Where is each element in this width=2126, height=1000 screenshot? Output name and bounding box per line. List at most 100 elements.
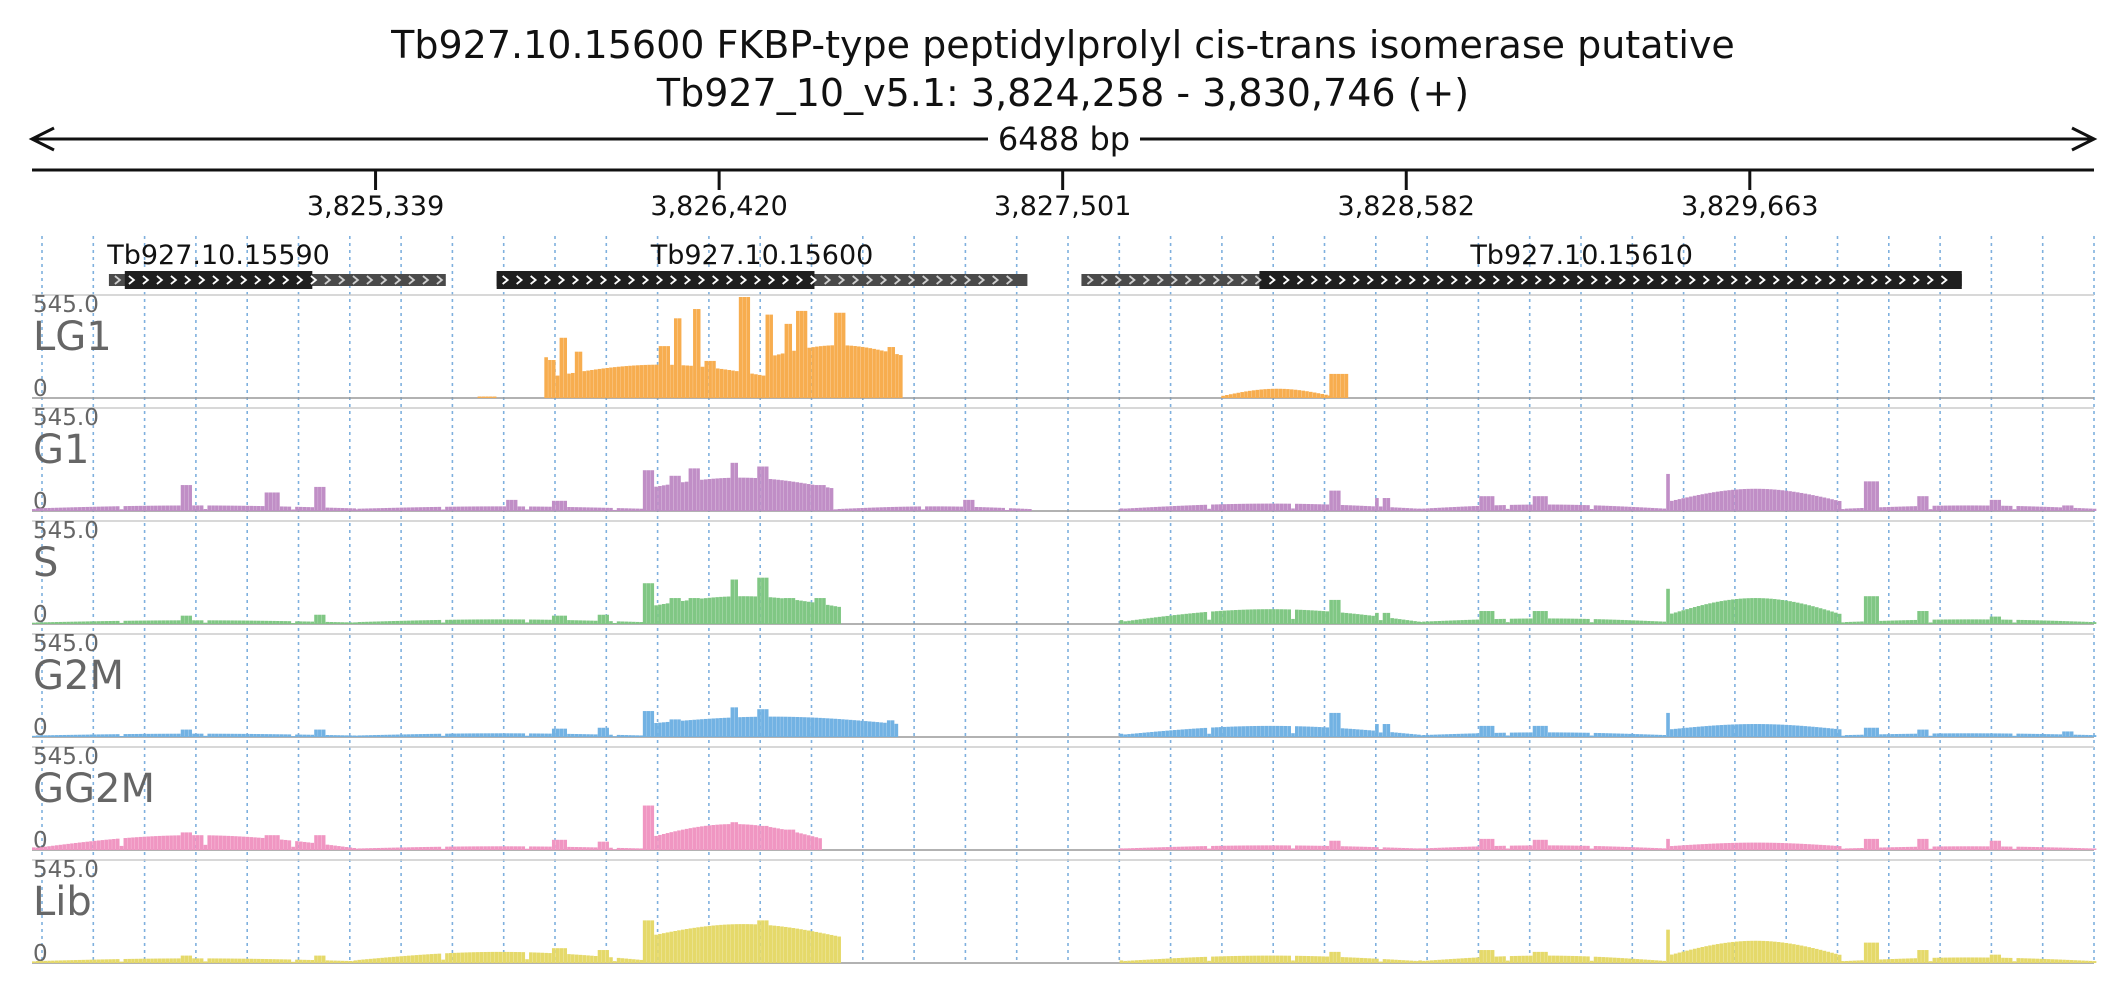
coverage-bar [485,396,489,398]
coverage-bar [665,932,670,963]
coverage-bar [494,733,499,737]
chevron-icon [1282,275,1290,285]
coverage-bar [100,959,105,963]
coverage-bar [1723,942,1728,963]
coverage-bar [1863,942,1868,963]
coverage-bar [1371,958,1375,963]
coverage-bar [1882,620,1887,624]
coverage-bar [1460,506,1464,511]
arrowhead-left-icon [28,126,55,152]
coverage-bar [487,506,491,511]
coverage-bar [1757,488,1762,511]
coverage-bar [1940,619,1944,624]
chevron-icon [422,275,430,285]
coverage-bar [1792,725,1796,737]
gene-Tb927.10.15600[interactable]: Tb927.10.15600 [496,240,1028,289]
coverage-bar [468,846,472,850]
coverage-bar [555,948,560,963]
coverage-bar [1268,725,1272,737]
coverage-bar [1898,620,1902,624]
coverage-bar [1993,499,1998,511]
coverage-bar [567,373,571,398]
coverage-bar [1203,956,1208,963]
coverage-bar [54,507,59,511]
chevron-icon [628,275,636,285]
coverage-bar [536,619,541,624]
coverage-bar [1532,839,1537,850]
coverage-bar [1207,960,1211,963]
coverage-bar [1422,960,1426,963]
coverage-bar [1586,732,1590,737]
coverage-bar [395,620,400,624]
coverage-bar [1359,505,1364,511]
coverage-bar [536,733,541,737]
coverage-bar [173,620,177,624]
coverage-bar [192,505,196,511]
coverage-bar [795,832,800,850]
coverage-bar [1593,956,1598,963]
coverage-bar [1418,960,1422,963]
chevron-icon [1828,275,1836,285]
coverage-bar [264,734,269,737]
coverage-bar [283,506,288,511]
coverage-bar [803,834,807,850]
coverage-bar [1211,504,1215,511]
coverage-bar [1909,733,1914,737]
coverage-bar [1405,960,1410,963]
coverage-bar [665,833,670,850]
coverage-bar [241,958,246,963]
chevron-icon [1562,275,1570,285]
coverage-bar [1689,608,1693,624]
chevron-icon [1926,275,1934,285]
coverage-bar [1982,505,1986,511]
coverage-bar [1624,846,1628,850]
coverage-bar [795,482,800,511]
chevron-icon [1520,275,1528,285]
coverage-bar [207,835,212,850]
coverage-bar [1150,507,1154,511]
coverage-bar [612,509,617,511]
coverage-bar [51,845,55,850]
coverage-bar [1456,847,1461,850]
y-min-label: 0 [33,602,48,628]
coverage-bar [509,619,514,624]
coverage-bar [1329,373,1333,398]
coverage-bar [1863,596,1868,624]
coverage-bar [1811,844,1815,850]
coverage-bar [586,370,590,398]
coverage-bar [1544,725,1548,737]
chevron-icon [128,275,136,285]
coverage-bar [1586,956,1590,963]
coverage-bar [1708,492,1712,511]
coverage-bar [1437,507,1442,511]
coverage-bar [1989,616,1994,624]
coverage-bar [612,961,617,963]
coverage-bar [161,835,166,850]
coverage-bar [426,620,430,624]
coverage-segment [32,614,356,624]
coverage-bar [1943,505,1948,511]
coverage-bar [913,506,918,511]
coverage-bar [738,297,743,398]
coverage-bar [395,956,400,963]
coverage-bar [1955,619,1960,624]
coverage-bar [1905,846,1910,850]
coverage-bar [742,924,746,963]
coverage-bar [54,735,59,737]
coverage-bar [978,507,983,511]
arrowhead-right-icon [2071,126,2098,152]
coverage-bar [559,948,564,963]
coverage-bar [2005,957,2009,963]
gene-Tb927.10.15610[interactable]: Tb927.10.15610 [1081,240,1962,289]
coverage-bar [1943,733,1948,737]
coverage-bar [783,480,788,511]
coverage-bar [384,734,388,737]
coverage-bar [35,847,40,850]
strand-chevrons-icon [502,275,1014,285]
gene-Tb927.10.15590[interactable]: Tb927.10.15590 [106,240,446,289]
coverage-bar [218,733,223,737]
coverage-bar [1974,619,1979,624]
coverage-bar [844,508,849,511]
coverage-bar [445,733,449,737]
